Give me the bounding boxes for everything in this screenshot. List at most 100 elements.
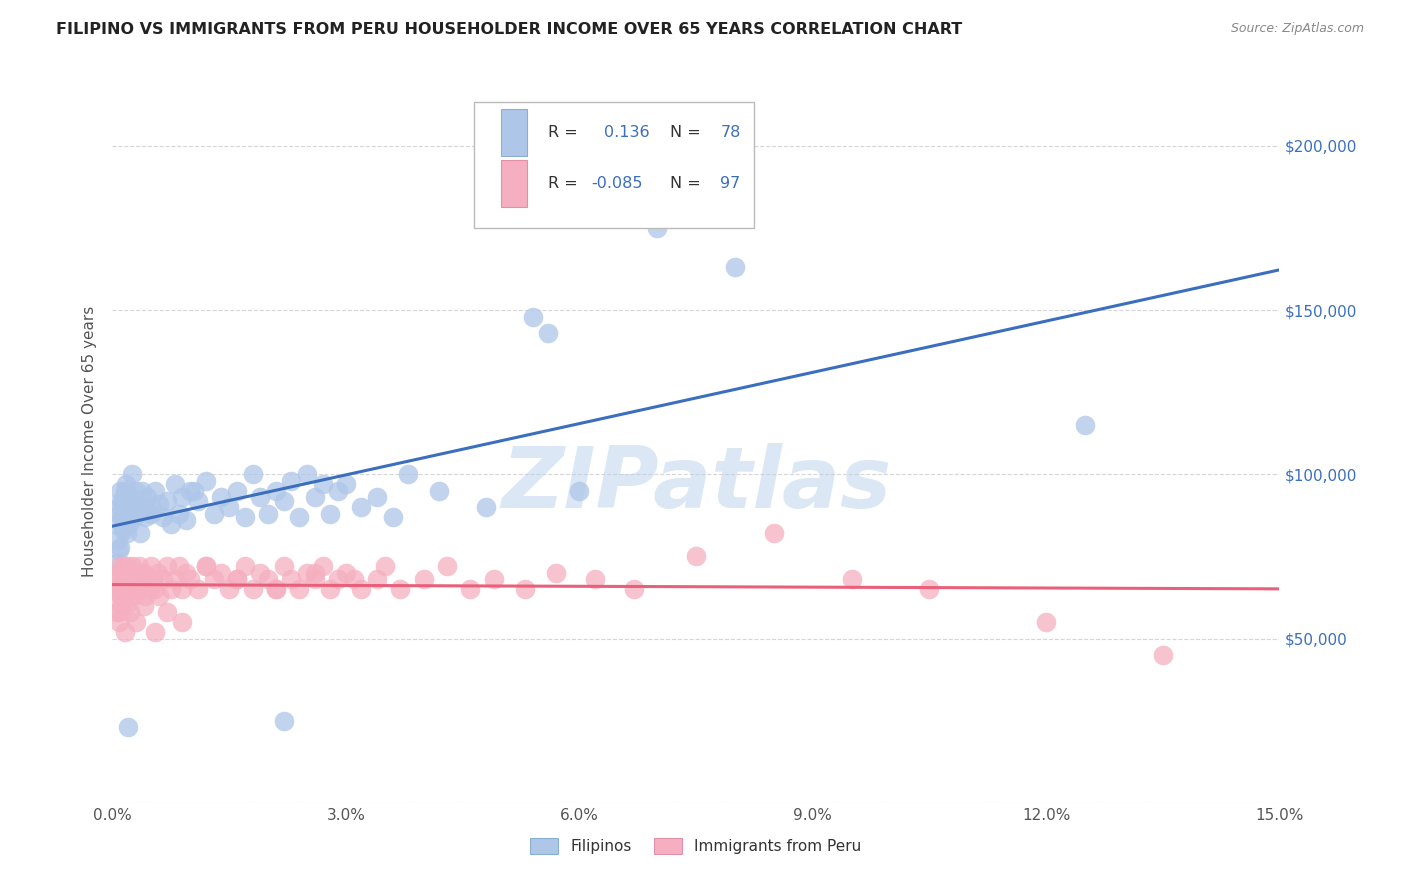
Text: FILIPINO VS IMMIGRANTS FROM PERU HOUSEHOLDER INCOME OVER 65 YEARS CORRELATION CH: FILIPINO VS IMMIGRANTS FROM PERU HOUSEHO… bbox=[56, 22, 963, 37]
Point bbox=[762, 526, 785, 541]
Point bbox=[273, 493, 295, 508]
Point bbox=[335, 477, 357, 491]
Point bbox=[112, 559, 135, 574]
Point bbox=[1074, 418, 1097, 433]
Text: ZIPatlas: ZIPatlas bbox=[501, 443, 891, 526]
Point bbox=[122, 589, 145, 603]
Point bbox=[120, 507, 142, 521]
Point bbox=[326, 483, 349, 498]
Point bbox=[537, 326, 560, 341]
Point bbox=[117, 500, 139, 515]
Point bbox=[460, 582, 482, 597]
Point bbox=[163, 477, 186, 491]
Point bbox=[163, 573, 186, 587]
Point bbox=[1035, 615, 1057, 630]
Point bbox=[108, 605, 131, 619]
Point bbox=[131, 483, 153, 498]
Point bbox=[160, 516, 183, 531]
Point bbox=[194, 559, 217, 574]
Point bbox=[110, 540, 132, 554]
Point bbox=[121, 467, 143, 482]
Point bbox=[295, 467, 318, 482]
Point bbox=[264, 483, 287, 498]
Point bbox=[117, 720, 139, 734]
Point bbox=[142, 573, 165, 587]
Point bbox=[117, 526, 139, 541]
Point bbox=[110, 582, 132, 597]
Point bbox=[121, 573, 143, 587]
Point bbox=[209, 491, 232, 505]
Point bbox=[122, 566, 145, 580]
Point bbox=[288, 582, 311, 597]
Point bbox=[129, 582, 152, 597]
Point bbox=[120, 582, 142, 597]
Point bbox=[288, 510, 311, 524]
Point bbox=[117, 559, 139, 574]
Point bbox=[115, 477, 138, 491]
Point bbox=[136, 491, 159, 505]
Point bbox=[304, 491, 326, 505]
Point bbox=[111, 575, 134, 590]
Point bbox=[427, 483, 450, 498]
Point bbox=[110, 483, 132, 498]
Point bbox=[128, 559, 150, 574]
Point bbox=[295, 566, 318, 580]
Point bbox=[114, 599, 136, 613]
Point bbox=[172, 582, 194, 597]
Point bbox=[918, 582, 941, 597]
Point bbox=[226, 483, 249, 498]
Point bbox=[105, 516, 128, 531]
Point bbox=[226, 573, 249, 587]
Point bbox=[249, 491, 271, 505]
Point bbox=[143, 483, 166, 498]
Point bbox=[544, 566, 567, 580]
Point bbox=[121, 497, 143, 511]
Point bbox=[120, 573, 142, 587]
Point bbox=[335, 566, 357, 580]
Point bbox=[127, 507, 149, 521]
Point bbox=[280, 573, 302, 587]
Point bbox=[233, 510, 256, 524]
Point bbox=[156, 559, 179, 574]
Point bbox=[104, 573, 127, 587]
Point bbox=[132, 599, 155, 613]
Text: 78: 78 bbox=[720, 125, 741, 140]
Point bbox=[105, 605, 128, 619]
Point bbox=[350, 500, 373, 515]
Point bbox=[111, 523, 134, 537]
Point bbox=[112, 503, 135, 517]
Point bbox=[304, 566, 326, 580]
Point bbox=[112, 497, 135, 511]
Point bbox=[242, 582, 264, 597]
Point bbox=[152, 573, 174, 587]
Point bbox=[117, 579, 139, 593]
Point bbox=[111, 599, 134, 613]
Point bbox=[115, 573, 138, 587]
Point bbox=[107, 542, 129, 557]
Point bbox=[111, 566, 134, 580]
FancyBboxPatch shape bbox=[501, 109, 527, 156]
Point bbox=[179, 573, 201, 587]
Point bbox=[167, 507, 190, 521]
Point bbox=[148, 589, 170, 603]
Point bbox=[249, 566, 271, 580]
Point bbox=[112, 573, 135, 587]
Point bbox=[179, 483, 201, 498]
Point bbox=[311, 559, 333, 574]
Text: N =: N = bbox=[671, 125, 702, 140]
Point bbox=[122, 510, 145, 524]
Text: R =: R = bbox=[548, 176, 578, 191]
Point bbox=[350, 582, 373, 597]
Point bbox=[112, 520, 135, 534]
Point bbox=[141, 559, 163, 574]
Point bbox=[172, 615, 194, 630]
Point bbox=[176, 513, 198, 527]
Point bbox=[141, 507, 163, 521]
Point bbox=[114, 582, 136, 597]
Y-axis label: Householder Income Over 65 years: Householder Income Over 65 years bbox=[82, 306, 97, 577]
Point bbox=[152, 510, 174, 524]
Point bbox=[118, 516, 141, 531]
Point bbox=[105, 592, 128, 607]
Point bbox=[311, 477, 333, 491]
Point bbox=[131, 573, 153, 587]
